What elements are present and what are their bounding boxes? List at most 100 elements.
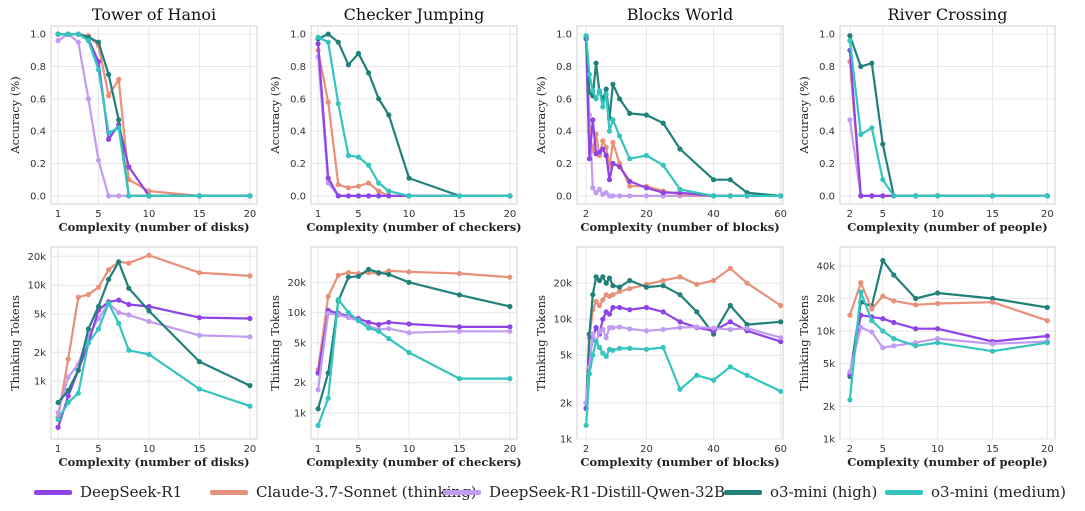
data-point-r1 — [603, 152, 609, 159]
y-axis-label: Thinking Tokens — [534, 295, 548, 391]
data-point-r1 — [617, 164, 623, 170]
y-tick-label: 0.4 — [290, 127, 306, 138]
data-point-qwen — [75, 39, 81, 45]
data-point-o3m — [146, 193, 152, 199]
y-tick-label: 0.6 — [819, 94, 835, 105]
data-point-qwen — [196, 332, 202, 338]
data-point-r1 — [366, 193, 372, 199]
y-tick-label: 0.8 — [819, 62, 835, 73]
data-point-o3h — [146, 308, 152, 314]
y-axis-label: Accuracy (%) — [8, 76, 22, 154]
data-point-claude — [345, 270, 351, 276]
data-point-r1 — [55, 424, 61, 430]
data-point-r1 — [376, 193, 382, 199]
data-point-o3m — [935, 193, 941, 199]
y-tick-label: 0.8 — [556, 62, 572, 73]
data-point-o3m — [65, 399, 71, 406]
data-point-qwen — [95, 157, 102, 163]
data-point-claude — [913, 302, 919, 308]
data-point-o3h — [660, 120, 666, 126]
x-tick-label: 5 — [355, 209, 361, 220]
data-point-qwen — [406, 330, 412, 336]
data-point-o3m — [335, 296, 341, 303]
data-point-o3h — [610, 283, 616, 289]
x-tick-label: 20 — [640, 209, 653, 220]
data-point-r1 — [126, 164, 132, 170]
x-tick-label: 20 — [504, 209, 517, 220]
data-point-o3m — [600, 350, 606, 356]
y-axis-label: Accuracy (%) — [534, 76, 548, 154]
data-point-qwen — [596, 186, 603, 192]
data-point-r1 — [355, 193, 362, 199]
data-point-claude — [627, 183, 633, 189]
data-point-o3h — [880, 257, 886, 264]
chart-panel-4: 0.0 0.2 0.4 0.6 0.8 1.0 2 5 10 15 20 River Crossing… — [797, 5, 1056, 234]
data-point-o3m — [869, 318, 875, 324]
data-point-claude — [335, 272, 341, 278]
data-point-o3m — [643, 346, 650, 352]
data-point-r1 — [880, 316, 886, 322]
data-point-qwen — [590, 185, 596, 191]
data-point-r1 — [677, 319, 683, 325]
x-tick-label: 20 — [1041, 444, 1054, 455]
data-point-o3h — [406, 175, 412, 181]
data-point-o3m — [913, 343, 919, 349]
data-point-r1 — [627, 307, 633, 313]
data-point-claude — [95, 284, 102, 290]
data-point-qwen — [65, 374, 71, 380]
data-point-r1 — [325, 175, 331, 181]
data-point-qwen — [55, 38, 61, 44]
data-point-o3h — [847, 33, 853, 39]
data-point-r1 — [593, 325, 599, 331]
y-tick-label: 20k — [553, 279, 572, 290]
data-point-claude — [65, 356, 71, 362]
data-point-qwen — [55, 410, 61, 416]
data-point-o3h — [106, 71, 112, 78]
data-point-o3m — [315, 34, 321, 40]
x-axis-label: Complexity (number of disks) — [58, 455, 249, 469]
data-point-qwen — [627, 326, 633, 332]
data-point-qwen — [603, 335, 609, 341]
legend-swatch-claude — [210, 489, 248, 495]
data-point-o3h — [247, 383, 253, 389]
data-point-o3h — [75, 367, 81, 373]
data-point-claude — [335, 182, 341, 188]
data-point-o3h — [606, 275, 613, 281]
data-point-r1 — [406, 321, 412, 327]
data-point-o3h — [1044, 304, 1050, 311]
data-point-o3m — [711, 193, 717, 199]
data-point-o3h — [694, 309, 700, 315]
y-tick-label: 1.0 — [30, 30, 46, 41]
data-point-o3m — [596, 88, 603, 94]
y-tick-label: 0.4 — [556, 127, 572, 138]
y-tick-label: 20k — [816, 294, 835, 305]
data-point-claude — [617, 288, 623, 295]
x-tick-label: 40 — [707, 444, 720, 455]
data-point-o3m — [593, 96, 599, 102]
y-axis-label: Thinking Tokens — [797, 295, 811, 391]
data-point-o3h — [376, 96, 382, 102]
data-point-o3h — [376, 270, 382, 276]
data-point-o3h — [126, 285, 132, 291]
data-point-r1 — [335, 193, 341, 199]
data-point-claude — [711, 277, 717, 284]
data-point-claude — [610, 292, 616, 298]
data-point-r1 — [126, 301, 132, 308]
data-point-qwen — [891, 343, 897, 349]
data-point-qwen — [727, 326, 733, 333]
data-point-qwen — [643, 193, 650, 199]
x-tick-label: 20 — [244, 444, 257, 455]
data-point-qwen — [677, 325, 683, 331]
y-axis-label: Accuracy (%) — [268, 76, 282, 154]
y-tick-label: 0.8 — [30, 62, 46, 73]
data-point-o3m — [610, 347, 616, 353]
data-point-qwen — [315, 387, 321, 393]
data-point-o3m — [617, 133, 623, 139]
y-axis-label: Thinking Tokens — [268, 295, 282, 391]
data-point-o3m — [989, 193, 996, 199]
legend-label-o3-high: o3-mini (high) — [770, 483, 878, 501]
chart-panel-3: 0.0 0.2 0.4 0.6 0.8 1.0 2 20 40 60 Blocks World Com… — [534, 5, 787, 234]
data-point-qwen — [935, 336, 941, 342]
